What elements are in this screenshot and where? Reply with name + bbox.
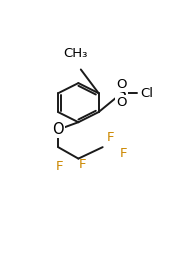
Text: O: O — [116, 96, 127, 109]
Text: F: F — [79, 158, 86, 171]
Text: F: F — [120, 147, 128, 160]
Text: S: S — [117, 86, 126, 101]
Text: Cl: Cl — [140, 87, 153, 100]
Text: CH₃: CH₃ — [63, 47, 87, 60]
Text: O: O — [116, 77, 127, 90]
Text: F: F — [107, 131, 114, 144]
Text: O: O — [52, 122, 64, 137]
Text: F: F — [56, 160, 64, 173]
